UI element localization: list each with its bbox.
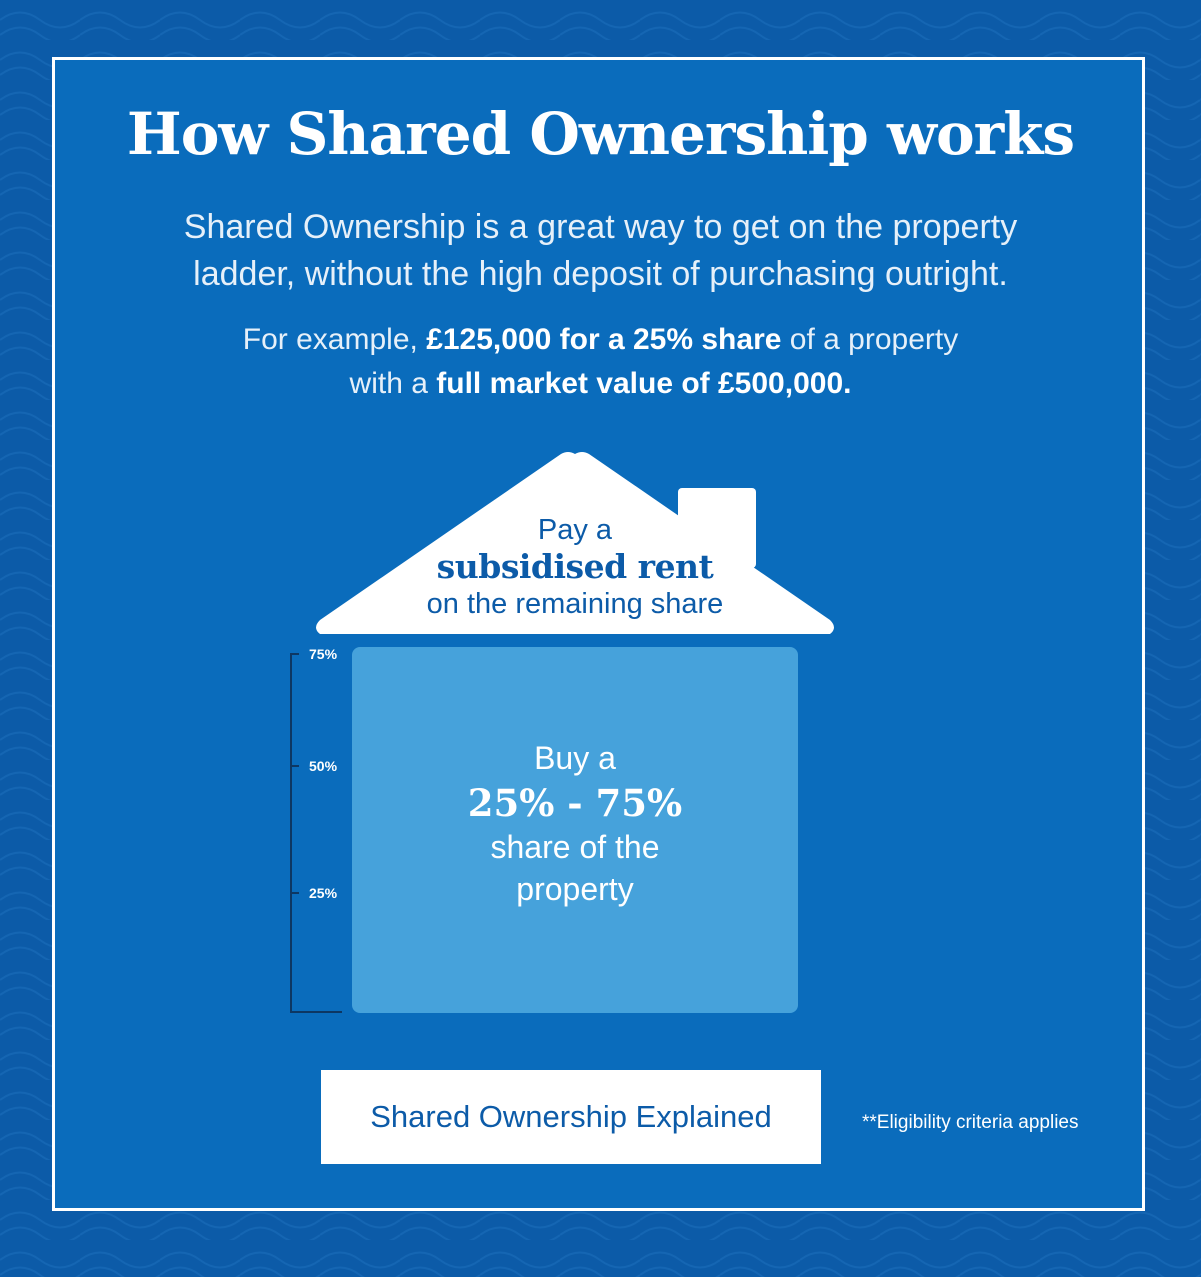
example-middle: of a property — [781, 323, 959, 356]
scale-axis-base — [290, 1011, 342, 1013]
shared-ownership-explained-button[interactable]: Shared Ownership Explained — [321, 1070, 821, 1164]
example-prefix: For example, — [242, 323, 427, 356]
house-roof-icon — [316, 452, 834, 634]
example-line2-prefix: with a — [349, 367, 437, 400]
scale-tick-25 — [290, 892, 299, 894]
share-line-1: Buy a — [534, 740, 616, 776]
roof-line-2: subsidised rent — [436, 547, 714, 586]
example-market-value: full market value of £500,000. — [436, 367, 852, 400]
share-box — [352, 647, 798, 1013]
scale-axis-line — [290, 653, 292, 1013]
scale-label-50: 50% — [309, 758, 338, 774]
share-text: Buy a 25% - 75% share of the property — [352, 736, 798, 910]
scale-tick-75 — [290, 653, 299, 655]
example-price: £125,000 for a 25% share — [426, 323, 782, 356]
share-line-4: property — [516, 871, 634, 907]
share-line-3: share of the — [490, 829, 660, 865]
roof-line-3: on the remaining share — [426, 588, 724, 620]
eligibility-note: **Eligibility criteria applies — [862, 1112, 1079, 1133]
example-paragraph: For example, £125,000 for a 25% share of… — [0, 318, 1201, 406]
scale-tick-50 — [290, 765, 299, 767]
scale-label-75: 75% — [309, 646, 338, 662]
share-line-2: 25% - 75% — [467, 781, 683, 825]
scale-label-25: 25% — [309, 885, 338, 901]
roof-line-1: Pay a — [537, 514, 613, 546]
intro-line-1: Shared Ownership is a great way to get o… — [183, 208, 1018, 246]
intro-paragraph: Shared Ownership is a great way to get o… — [0, 204, 1201, 298]
intro-line-2: ladder, without the high deposit of purc… — [193, 255, 1008, 293]
roof-text: Pay a subsidised rent on the remaining s… — [370, 512, 780, 622]
page-title: How Shared Ownership works — [126, 100, 1075, 168]
